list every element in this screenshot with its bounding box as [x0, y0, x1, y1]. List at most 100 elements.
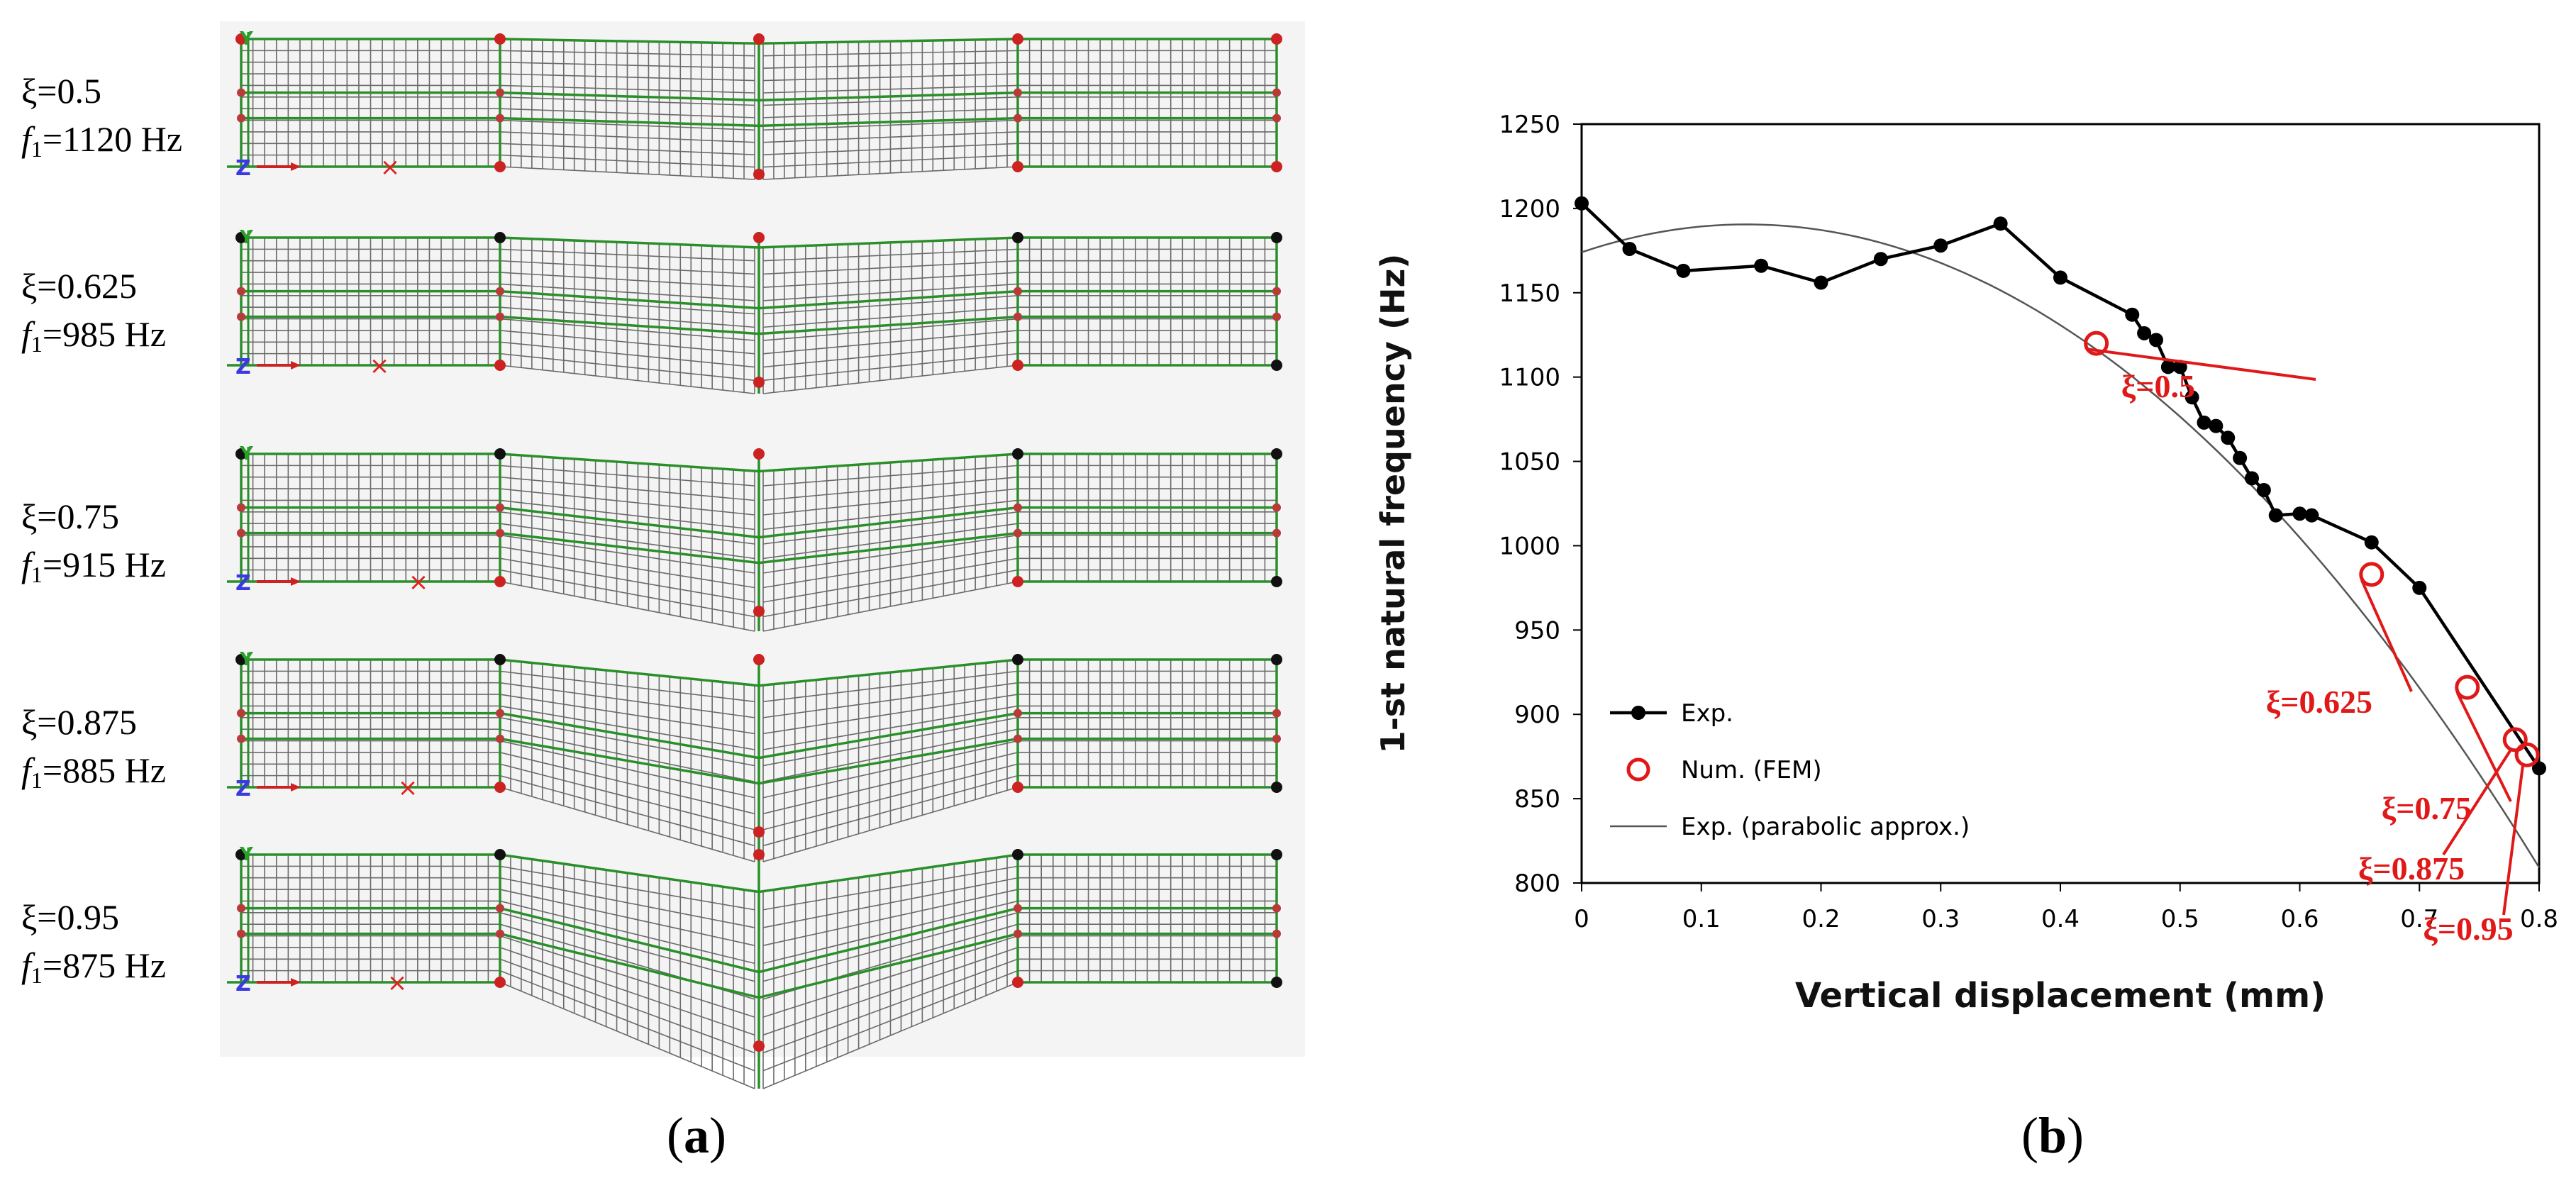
fem-stringer: [758, 452, 1018, 473]
annotation-leader-line: [2360, 579, 2413, 692]
fem-node-marker: [494, 161, 506, 172]
fem-mesh-line: [762, 728, 1018, 782]
fem-node-marker: [1271, 360, 1282, 371]
fem-node-marker: [496, 904, 504, 913]
fem-mesh-line: [499, 73, 755, 82]
legend-exp-label: Exp.: [1681, 699, 1733, 728]
fem-mesh-line: [762, 84, 1018, 94]
fem-node-marker: [235, 232, 247, 243]
chart-annotations: ξ=0.5 ξ=0.625 ξ=0.75 ξ=0.875 ξ=0.95: [2086, 348, 2525, 947]
frequency-subscript: 1: [31, 331, 43, 357]
fem-mesh-line: [762, 131, 1018, 143]
exp-data-point: [2172, 360, 2187, 374]
fem-node-marker: [1014, 113, 1022, 123]
fem-node-marker: [1272, 929, 1281, 938]
fem-mesh-line: [499, 166, 755, 180]
exp-data-point: [2209, 418, 2224, 433]
fem-node-marker: [237, 528, 245, 538]
frequency-value: =915 Hz: [43, 545, 166, 584]
triad-y-label: Y: [239, 28, 254, 50]
fem-mesh-line: [499, 557, 755, 603]
fem-mesh-line: [499, 912, 755, 982]
fem-mesh-line: [499, 534, 755, 574]
triad-x-arrow: [291, 577, 301, 586]
y-tick-label: 1050: [1499, 448, 1560, 477]
fem-node-marker: [753, 33, 765, 45]
fem-mesh-line: [762, 476, 1018, 501]
fem-mesh-line: [499, 546, 755, 589]
fem-mesh-line: [762, 774, 1018, 847]
load-point-marker: ×: [370, 352, 390, 380]
fem-mesh-line: [499, 947, 755, 1036]
fem-mesh-line: [499, 752, 755, 815]
triad-z-label: Z: [235, 777, 251, 801]
fem-mesh-line: [499, 154, 755, 168]
fem-node-marker: [494, 33, 506, 45]
triad-y-label: Y: [239, 443, 254, 465]
annotation-leader-line: [2442, 748, 2512, 856]
fem-data-point: [2084, 331, 2109, 356]
fem-mesh-line: [762, 306, 1018, 328]
fem-stringer: [758, 91, 1018, 102]
fem-mesh-line: [499, 958, 755, 1054]
frequency-value: =885 Hz: [43, 750, 166, 790]
fem-mesh-line: [762, 511, 1018, 545]
fem-mesh-line: [762, 365, 1018, 394]
fem-mesh-line: [499, 970, 755, 1072]
load-point-marker: ×: [380, 153, 401, 182]
fem-stringer: [499, 452, 760, 473]
annotation-label: ξ=0.5: [2121, 368, 2195, 404]
fem-mesh-line: [499, 352, 755, 382]
fem-mesh-line: [499, 717, 755, 767]
fem-mesh-line: [499, 108, 755, 118]
fem-node-marker: [494, 654, 506, 665]
fem-node-marker: [1272, 312, 1281, 321]
fem-rows: YZ ×YZ ×YZ ×YZ ×YZ ×: [227, 28, 1282, 1089]
mode-frequency-label: f1=885 Hz: [21, 750, 166, 793]
fem-mesh-line: [499, 523, 755, 560]
fem-stringer: [499, 737, 760, 785]
exp-data-point: [2184, 390, 2199, 405]
fem-mesh-line: [499, 476, 755, 501]
panel-b-caption: (b): [2021, 1107, 2084, 1164]
y-tick-label: 950: [1514, 616, 1560, 645]
fem-mesh-line: [499, 877, 755, 928]
mode-frequency-label: f1=915 Hz: [21, 545, 166, 587]
exp-data-point: [2292, 506, 2307, 521]
panel-b-letter: b: [2038, 1107, 2067, 1164]
fem-mesh-line: [762, 569, 1018, 618]
fem-node-marker: [753, 377, 765, 388]
fem-node-marker: [1012, 232, 1023, 243]
fem-mesh-line: [762, 96, 1018, 106]
fem-stringer: [499, 932, 760, 999]
mode-frequency-label: f1=985 Hz: [21, 314, 166, 357]
fem-mesh-block: [499, 38, 755, 180]
fem-mesh-line: [762, 318, 1018, 341]
legend-exp-swatch-marker: [1631, 706, 1645, 720]
fem-node-marker: [1014, 904, 1022, 913]
x-tick-label: 0: [1574, 905, 1589, 933]
fem-mesh-line: [762, 787, 1018, 862]
fem-frame-lines: [227, 849, 1278, 1089]
fem-node-marker: [235, 33, 247, 45]
fem-mesh-line: [499, 705, 755, 750]
fem-mesh-line: [762, 341, 1018, 368]
coordinate-triad-icon: YZ: [235, 844, 301, 996]
fem-mesh-line: [499, 330, 755, 355]
plot-area-frame: [1580, 123, 2541, 884]
annotation-leader-line: [2502, 765, 2525, 916]
fem-node-marker: [1014, 709, 1022, 718]
fem-mesh-line: [762, 119, 1018, 131]
annotation-leader-line: [2455, 692, 2512, 802]
fem-mesh-line: [499, 982, 755, 1089]
fem-node-marker: [496, 113, 504, 123]
fem-node-marker: [1271, 977, 1282, 988]
fem-mesh-line: [499, 248, 755, 262]
coordinate-triad-icon: YZ: [235, 227, 301, 379]
exp-data-point: [2125, 307, 2140, 322]
triad-x-arrow: [291, 783, 301, 792]
load-point-marker: ×: [409, 568, 429, 596]
fem-node-marker: [1272, 88, 1281, 97]
triad-y-label: Y: [239, 227, 254, 248]
fem-mesh-line: [499, 283, 755, 301]
